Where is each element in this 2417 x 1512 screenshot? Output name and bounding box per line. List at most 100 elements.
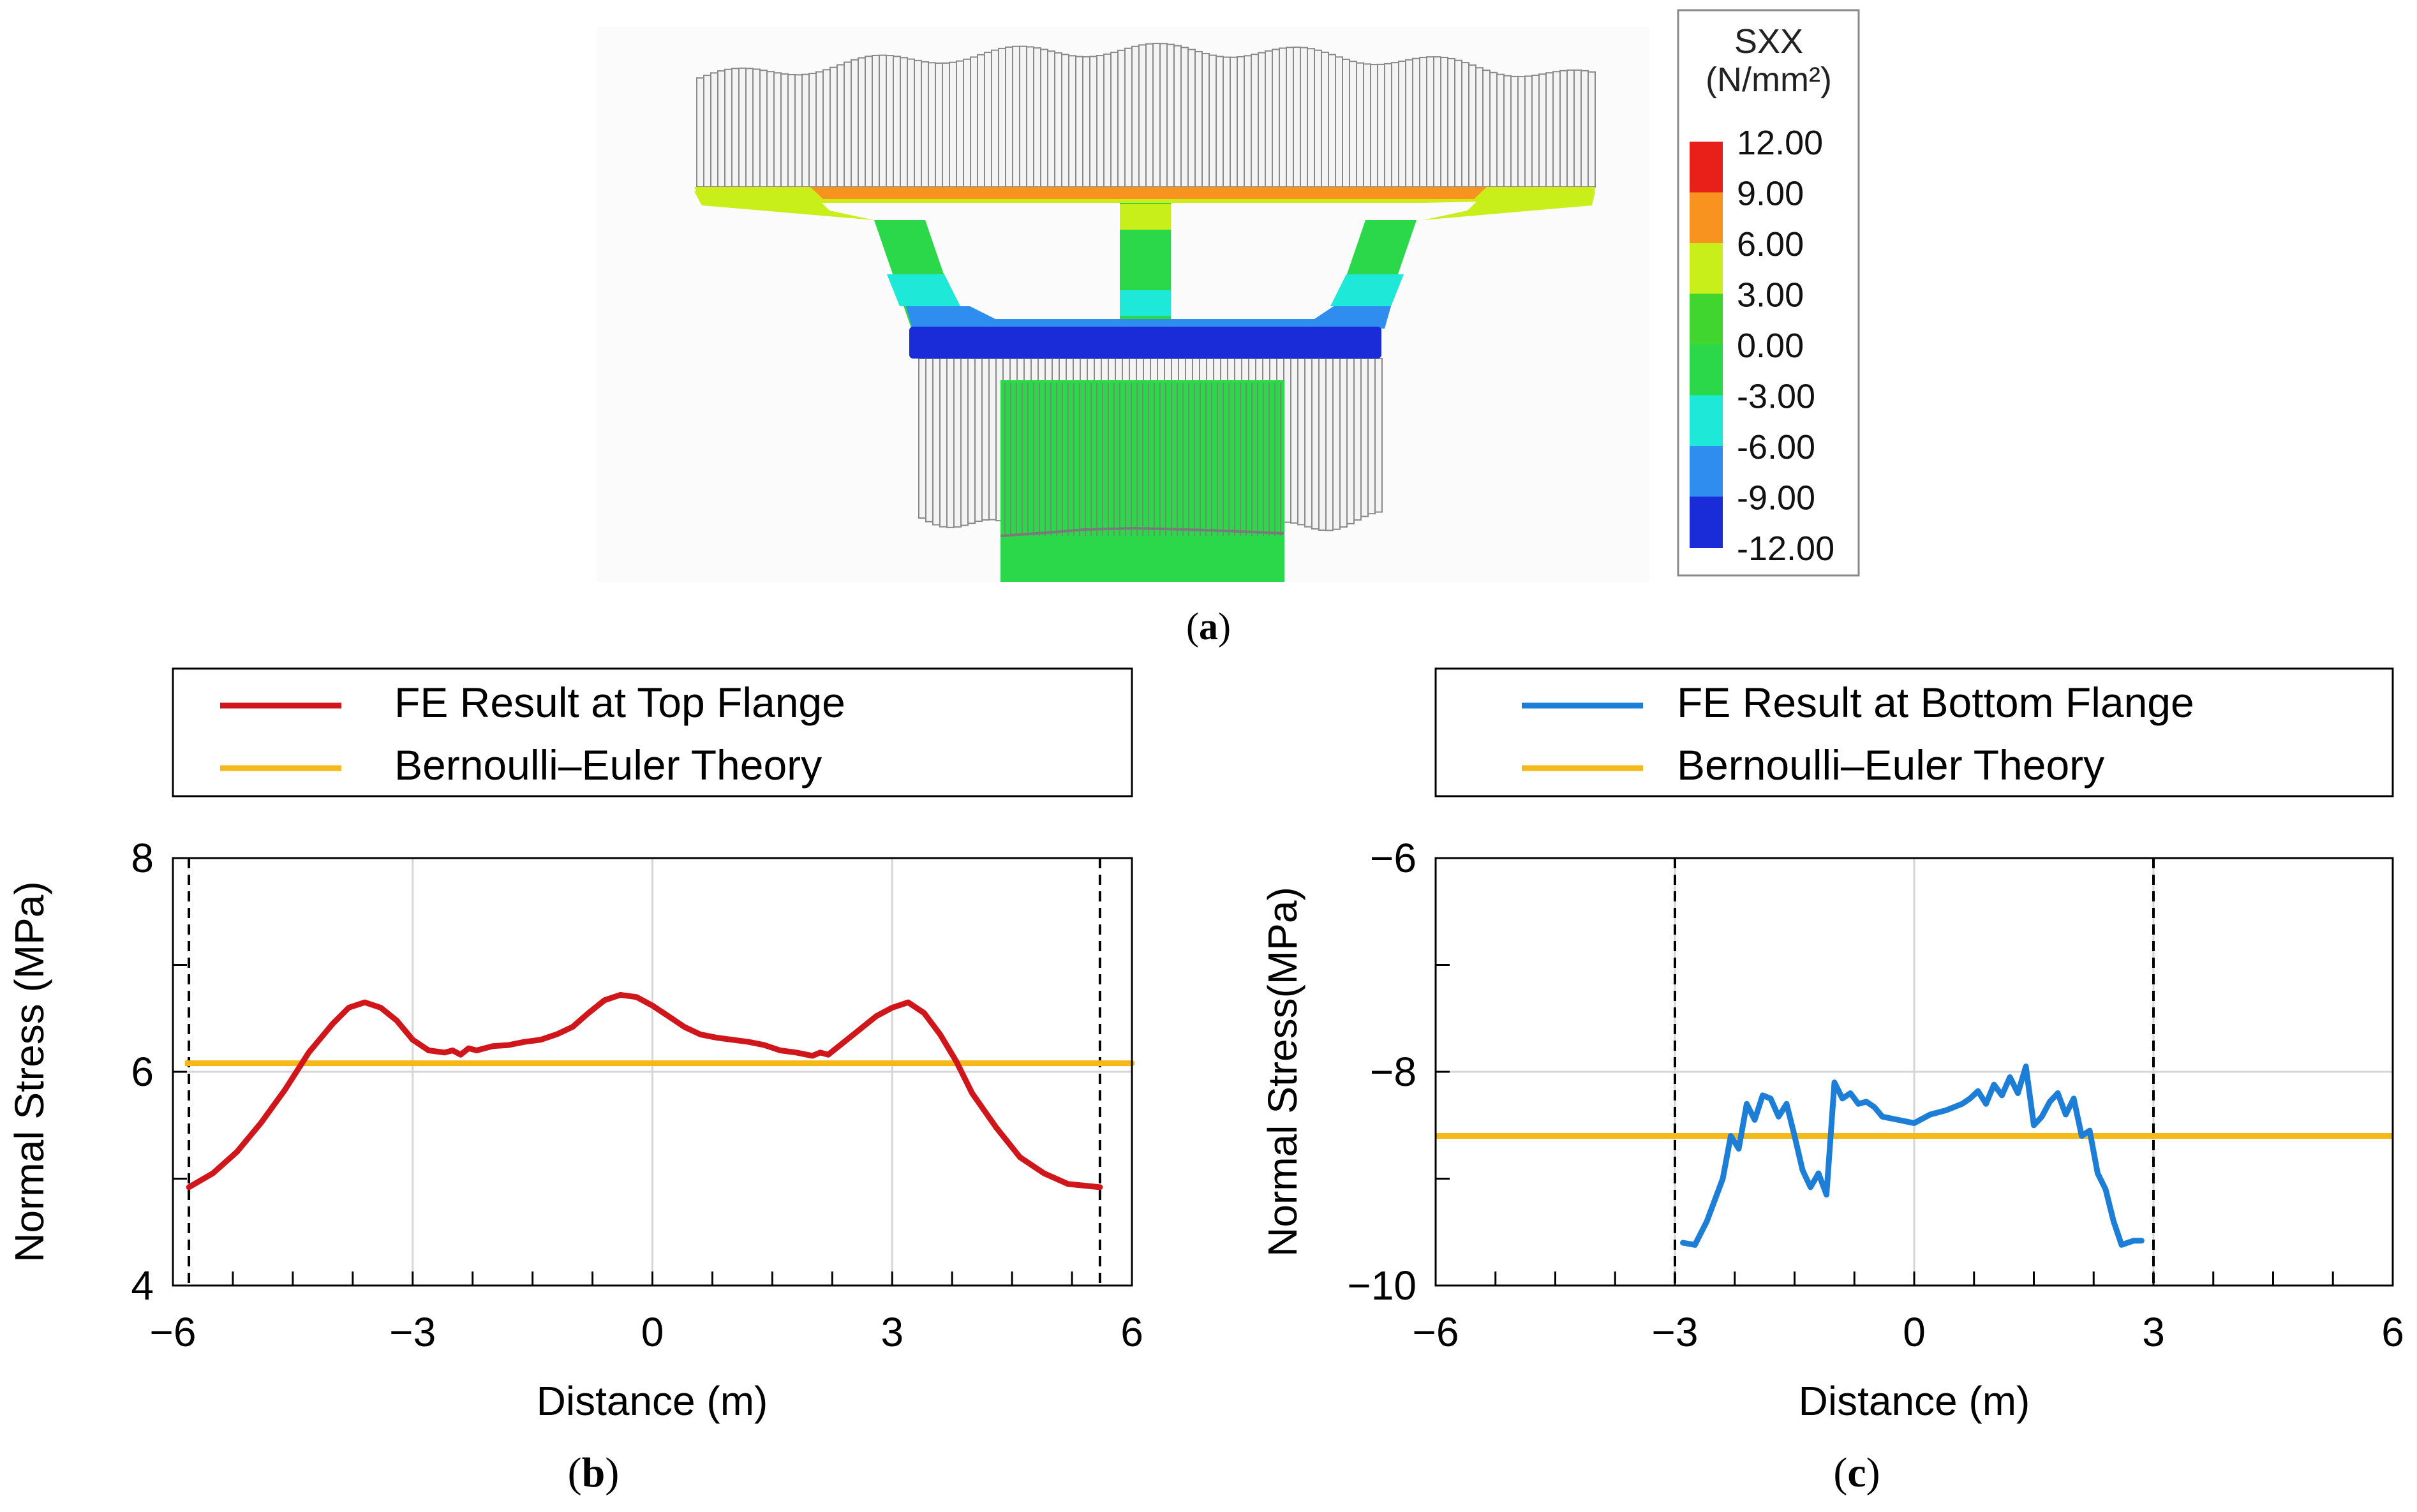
bottom-stress-bar (1318, 358, 1327, 531)
top-stress-bar (696, 77, 704, 188)
top-stress-bar (1440, 57, 1448, 188)
top-stress-bar (1103, 53, 1112, 188)
bottom-stress-bar (1297, 358, 1305, 526)
top-stress-bar (1307, 48, 1315, 188)
top-stress-bar (1447, 57, 1455, 188)
top-stress-bar (914, 59, 922, 188)
top-stress-bar (1230, 56, 1238, 188)
top-stress-bar (1580, 70, 1589, 188)
top-stress-bar (1194, 50, 1203, 188)
top-stress-bar (1538, 73, 1547, 188)
top-stress-bar (865, 56, 873, 188)
bottom-stress-bar (1332, 358, 1341, 530)
top-stress-bar (893, 56, 901, 188)
legend-title-line1: SXX (1734, 22, 1803, 61)
legend-swatch (1690, 446, 1723, 498)
top-stress-bar (1398, 61, 1406, 188)
top-stress-bar (851, 59, 859, 188)
bottom-stress-bar (1367, 358, 1376, 515)
top-stress-bar (872, 54, 880, 188)
legend-swatch (1690, 243, 1723, 295)
top-stress-bar (1314, 49, 1322, 188)
bottom-stress-bar (960, 358, 969, 526)
top-stress-bar (1370, 64, 1378, 188)
top-stress-bar (837, 64, 845, 188)
top-stress-bar (1433, 56, 1441, 188)
bottom-stress-bar (1290, 358, 1298, 524)
chart-b-plot (185, 858, 1135, 1286)
top-stress-bar (1426, 56, 1434, 188)
top-stress-bar (1244, 55, 1252, 188)
legend-label: -6.00 (1737, 428, 1815, 466)
top-stress-bar (1482, 70, 1491, 188)
top-stress-bar (766, 71, 775, 188)
chart-c-frame (1434, 857, 2394, 1287)
top-stress-bar (759, 70, 768, 188)
legend-c: FE Result at Bottom Flange Bernoulli–Eul… (1434, 667, 2394, 797)
top-stress-bar (1517, 76, 1526, 188)
top-stress-bar (928, 62, 936, 188)
top-stress-bar (858, 57, 866, 188)
top-stress-bar (1216, 56, 1224, 188)
top-stress-bar (1089, 56, 1097, 188)
top-stress-bar (780, 73, 789, 188)
top-stress-bar (1377, 63, 1385, 188)
top-stress-bar (1047, 50, 1055, 188)
chart-c-axes: −6 −3 0 3 6 −10 −8 −6 (1347, 835, 2404, 1355)
right-web-cyan (1330, 274, 1404, 306)
top-stress-bar (1173, 45, 1182, 188)
top-stress-bar (1026, 46, 1034, 188)
legend-label: 0.00 (1737, 327, 1804, 365)
chart-b-xlabel: Distance (m) (537, 1378, 768, 1424)
center-web-cyan (1120, 290, 1171, 316)
chart-b-frame (172, 857, 1133, 1287)
bottom-stress-bar (1311, 358, 1320, 530)
legend-c-frame (1434, 667, 2394, 797)
top-stress-bar (1279, 47, 1287, 188)
top-stress-bar (1040, 48, 1048, 188)
legend-label: -3.00 (1737, 378, 1815, 416)
top-stress-bar (1321, 51, 1329, 188)
center-web-upper (1120, 204, 1171, 230)
legend-label: 3.00 (1737, 276, 1804, 315)
top-stress-bar (1096, 55, 1104, 188)
top-stress-bar (1166, 43, 1175, 188)
top-stress-bar (900, 57, 908, 188)
bottom-stress-bar (1374, 358, 1383, 513)
chart-b-ylabel: Normal Stress (MPa) (6, 881, 52, 1262)
top-stress-bar (1419, 57, 1427, 188)
bottom-stress-bar (946, 358, 955, 528)
top-stress-bar (1258, 52, 1266, 188)
panel-c-caption-open: ( (1833, 1449, 1847, 1496)
bottom-stress-bar (1304, 358, 1313, 528)
web-stress-block-lines (1004, 383, 1281, 536)
panel-b-caption-letter: b (582, 1449, 606, 1496)
top-stress-bar (1075, 56, 1083, 188)
legend-label: -9.00 (1737, 479, 1815, 517)
top-stress-bar (1391, 62, 1399, 188)
legend-title-line2: (N/mm²) (1706, 61, 1832, 99)
bottom-stress-bar (974, 358, 983, 523)
legend-labels: 12.00 9.00 6.00 3.00 0.00 -3.00 -6.00 -9.00 -12.… (1737, 124, 1834, 568)
top-stress-bar (1152, 43, 1161, 188)
bottom-flange-blue (906, 306, 1391, 329)
top-stress-bar (1412, 57, 1420, 188)
stress-profile-line (1000, 526, 1285, 537)
top-stress-bar (1328, 54, 1336, 188)
y-tick-label: −8 (1370, 1049, 1417, 1095)
top-stress-bar (1180, 47, 1189, 188)
legend-swatch (1690, 142, 1723, 193)
top-stress-bar (1524, 75, 1533, 188)
panel-c: FE Result at Bottom Flange Bernoulli–Eul… (1260, 667, 2404, 1496)
bottom-stress-bar (925, 358, 933, 523)
top-stress-bar (1342, 58, 1350, 188)
legend-swatch (1690, 293, 1723, 345)
top-stress-bar (942, 62, 950, 188)
bottom-stress-bar (981, 358, 990, 521)
top-stress-bar (1475, 67, 1484, 188)
top-stress-bar (1068, 55, 1076, 188)
top-stress-bar (1510, 75, 1519, 188)
top-stress-bar (1265, 50, 1273, 188)
legend-c-label-theory: Bernoulli–Euler Theory (1677, 741, 2104, 789)
top-stress-bar (1552, 71, 1561, 188)
